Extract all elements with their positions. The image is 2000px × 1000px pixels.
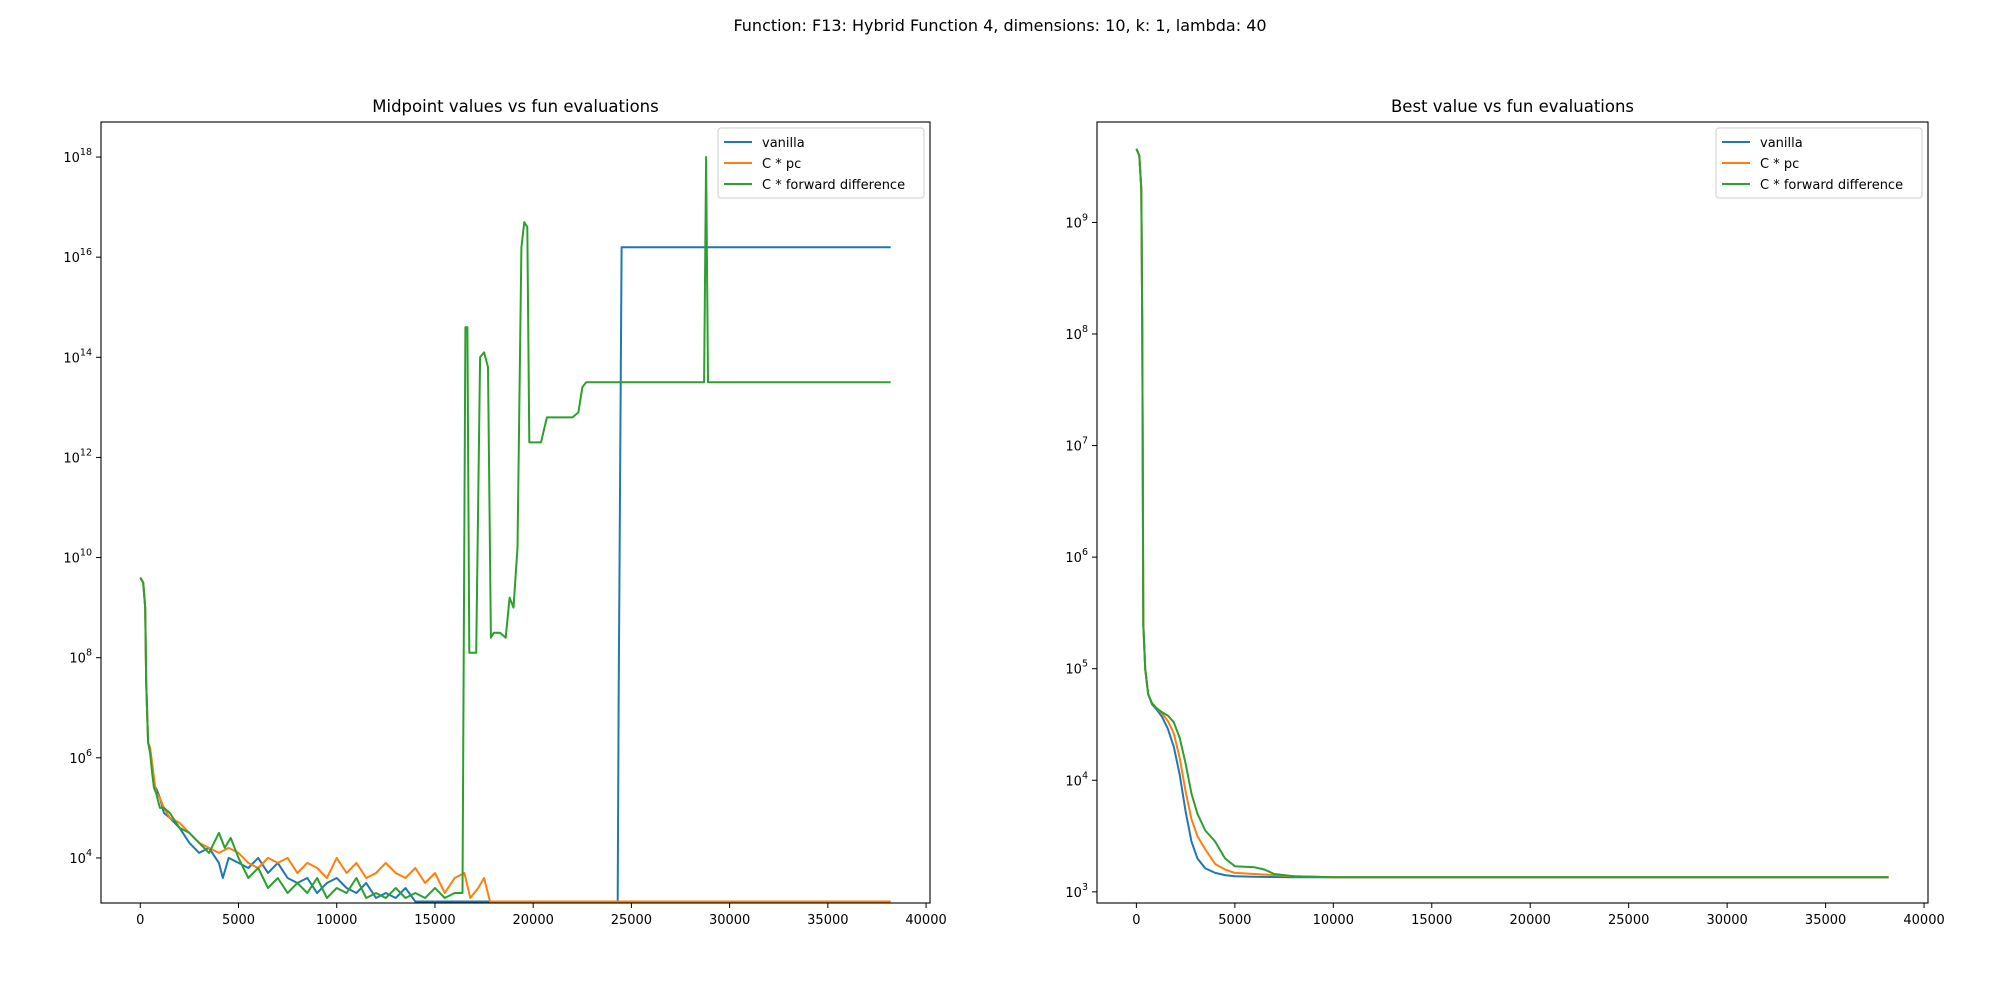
y-tick-label: 1010 [63, 548, 92, 567]
legend-label: C * pc [762, 157, 801, 172]
x-tick-label: 35000 [807, 913, 848, 928]
y-tick-label: 106 [1065, 547, 1088, 566]
x-tick-label: 15000 [414, 913, 455, 928]
x-tick-label: 5000 [1218, 913, 1251, 928]
chart-title: Best value vs fun evaluations [1391, 97, 1634, 116]
x-tick-label: 15000 [1411, 913, 1452, 928]
y-tick-label: 104 [69, 848, 92, 867]
legend-box [1715, 127, 1923, 199]
chart-panel-2: Best value vs fun evaluations 0 5000 10000 1… [1065, 97, 1944, 928]
x-tick-label: 25000 [1608, 913, 1649, 928]
x-tick-label: 20000 [1510, 913, 1551, 928]
x-tick-label: 0 [1132, 913, 1140, 928]
x-tick-label: 25000 [611, 913, 652, 928]
series-line-c-pc [139, 577, 891, 903]
chart-title: Midpoint values vs fun evaluations [372, 97, 659, 116]
y-tick-label: 108 [69, 648, 92, 667]
figure-title: Function: F13: Hybrid Function 4, dimens… [733, 16, 1267, 35]
y-tick-label: 1018 [63, 147, 92, 166]
axes-frame [100, 121, 931, 904]
series-line-c-pc [1135, 148, 1889, 879]
y-tick-label: 1014 [63, 347, 92, 366]
y-tick-label: 104 [1065, 770, 1088, 789]
x-tick-label: 5000 [222, 913, 255, 928]
y-tick-label: 1016 [63, 247, 92, 266]
legend: vanilla C * pc C * forward difference [1715, 127, 1923, 199]
legend-label: C * pc [1760, 157, 1799, 172]
y-tick-label: 106 [69, 748, 92, 767]
x-tick-label: 0 [136, 913, 144, 928]
x-tick-label: 40000 [905, 913, 946, 928]
y-tick-label: 103 [1065, 882, 1088, 901]
x-tick-label: 35000 [1805, 913, 1846, 928]
series-group [1135, 148, 1889, 879]
x-tick-label: 40000 [1903, 913, 1944, 928]
legend-box [717, 127, 925, 199]
x-tick-label: 30000 [709, 913, 750, 928]
series-line-c-forward-difference [139, 156, 891, 899]
x-tick-label: 10000 [1313, 913, 1354, 928]
legend-label: C * forward difference [1760, 178, 1903, 193]
y-tick-label: 1012 [63, 447, 92, 466]
x-tick-label: 10000 [316, 913, 357, 928]
legend: vanilla C * pc C * forward difference [717, 127, 925, 199]
x-tick-label: 30000 [1706, 913, 1747, 928]
axes-frame [1096, 121, 1929, 904]
series-line-c-forward-difference [1135, 148, 1889, 879]
legend-label: vanilla [1760, 136, 1803, 151]
y-tick-label: 105 [1065, 659, 1088, 678]
y-tick-label: 108 [1065, 324, 1088, 343]
x-tick-label: 20000 [513, 913, 554, 928]
series-line-vanilla [1135, 148, 1889, 879]
legend-label: vanilla [762, 136, 805, 151]
y-tick-label: 109 [1065, 212, 1088, 231]
series-group [139, 156, 891, 903]
chart-panel-1: Midpoint values vs fun evaluations 0 5000 1… [63, 97, 946, 928]
legend-label: C * forward difference [762, 178, 905, 193]
y-tick-label: 107 [1065, 436, 1088, 455]
